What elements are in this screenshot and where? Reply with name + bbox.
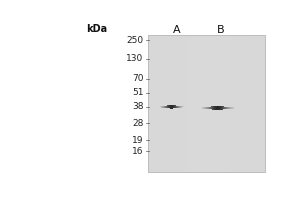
- Bar: [211, 35, 214, 172]
- Bar: [164, 35, 167, 172]
- Bar: [175, 35, 179, 172]
- Bar: [167, 35, 171, 172]
- Bar: [246, 35, 250, 172]
- Text: 250: 250: [126, 36, 143, 45]
- Bar: [171, 35, 175, 172]
- Text: 38: 38: [132, 102, 143, 111]
- Bar: [230, 35, 234, 172]
- Text: B: B: [218, 25, 225, 35]
- Bar: [156, 35, 160, 172]
- Text: 130: 130: [126, 54, 143, 63]
- Bar: [207, 35, 211, 172]
- Bar: [257, 35, 261, 172]
- Text: A: A: [173, 25, 181, 35]
- Bar: [152, 35, 156, 172]
- Bar: [148, 35, 152, 172]
- Text: 51: 51: [132, 88, 143, 97]
- Text: 16: 16: [132, 147, 143, 156]
- Bar: [183, 35, 187, 172]
- Bar: [203, 35, 207, 172]
- Bar: [238, 35, 242, 172]
- Text: 70: 70: [132, 74, 143, 83]
- Bar: [254, 35, 257, 172]
- Bar: [187, 35, 191, 172]
- Bar: [195, 35, 199, 172]
- Text: kDa: kDa: [86, 24, 107, 34]
- Bar: [218, 35, 222, 172]
- Bar: [250, 35, 254, 172]
- Bar: [160, 35, 164, 172]
- Bar: [226, 35, 230, 172]
- Bar: [179, 35, 183, 172]
- Bar: [199, 35, 203, 172]
- Bar: [242, 35, 246, 172]
- Text: 28: 28: [132, 119, 143, 128]
- Bar: [234, 35, 238, 172]
- Bar: [148, 35, 266, 172]
- Bar: [191, 35, 195, 172]
- Bar: [214, 35, 218, 172]
- Text: 19: 19: [132, 136, 143, 145]
- Bar: [261, 35, 265, 172]
- Bar: [222, 35, 226, 172]
